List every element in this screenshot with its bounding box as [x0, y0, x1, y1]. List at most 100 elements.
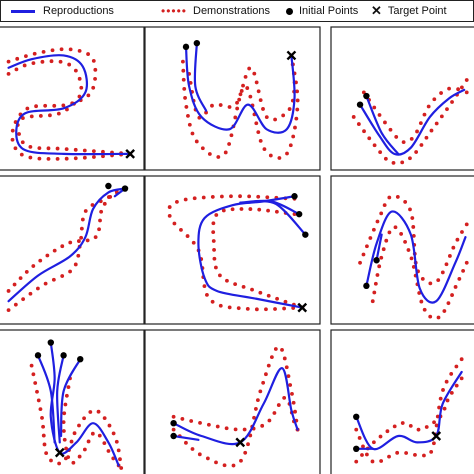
demonstration-dot [446, 301, 451, 306]
demonstration-dot [235, 100, 239, 105]
demonstration-dot [282, 306, 287, 311]
demonstration-dot [201, 195, 206, 200]
demonstration-dot [218, 273, 222, 278]
demonstration-dot [408, 156, 412, 161]
demonstration-dot [444, 379, 449, 384]
demonstration-dot [40, 416, 44, 420]
demonstration-dot [28, 145, 33, 149]
demonstration-dot [285, 151, 289, 156]
demonstration-dot [28, 155, 33, 160]
reproduction-line [36, 354, 56, 444]
demonstration-dot [351, 115, 356, 119]
demonstration-dot [71, 460, 76, 465]
demonstration-dot [6, 308, 11, 313]
demonstration-dot [247, 66, 252, 71]
demonstration-dot [424, 425, 429, 429]
demonstration-dot [239, 89, 244, 93]
demonstration-dot [273, 347, 278, 351]
demonstration-dot [212, 247, 216, 252]
demonstration-dot [367, 136, 372, 141]
demonstration-dot [455, 237, 460, 242]
initial-point [77, 356, 84, 363]
demonstration-dot [358, 260, 362, 265]
demonstration-dot [362, 129, 366, 134]
initial-point [60, 352, 67, 359]
demonstration-dot [275, 296, 279, 301]
demonstration-dot [91, 149, 96, 154]
demonstration-dot [202, 284, 207, 289]
demonstration-dot [394, 135, 399, 139]
demonstration-dot [73, 147, 78, 152]
demonstration-dot [225, 278, 229, 283]
demonstration-dot [35, 286, 40, 291]
demonstration-dot [395, 195, 400, 199]
demonstration-dot [32, 51, 37, 56]
demonstration-dot [90, 203, 95, 207]
demonstration-dot [91, 58, 96, 63]
demonstration-dot [428, 281, 433, 286]
initial-point [170, 432, 177, 440]
demonstration-dot [426, 104, 431, 109]
reproduction-line [365, 94, 400, 155]
demonstration-dot [25, 106, 30, 111]
demonstration-dot [247, 194, 252, 199]
demonstration-dot [41, 424, 45, 429]
demonstration-dot [379, 255, 384, 260]
initial-point [363, 92, 370, 100]
demonstration-dot [33, 381, 38, 385]
demonstration-dot [257, 207, 262, 212]
reproduction-line [193, 42, 208, 112]
demonstration-dot [282, 396, 287, 400]
demonstration-dot [114, 439, 119, 444]
demonstration-dot [233, 427, 238, 432]
demonstration-dot [31, 264, 36, 268]
demonstration-dots-swatch: ••••• [161, 4, 188, 18]
demonstration-dot [377, 264, 382, 269]
demonstration-dot [361, 252, 366, 257]
demonstration-dot [227, 305, 232, 310]
demonstration-dot [211, 221, 216, 226]
demonstration-dot [377, 113, 382, 117]
demonstration-dot [6, 289, 11, 293]
demonstration-dot [256, 130, 261, 135]
demonstration-dot [266, 293, 271, 298]
demonstration-dot [101, 149, 105, 154]
initial-point [302, 231, 309, 238]
demonstration-dot [72, 431, 77, 436]
demonstration-dot [254, 80, 259, 85]
demonstration-dot [357, 436, 362, 440]
demonstration-dot [93, 77, 97, 81]
demonstration-dot [286, 374, 291, 379]
demonstration-dot [92, 155, 96, 159]
demonstration-dot [424, 135, 429, 140]
demonstration-dot [12, 282, 17, 287]
demonstration-dot [60, 274, 65, 278]
demonstration-dot [384, 238, 389, 243]
demonstration-dot [293, 409, 297, 414]
demonstration-dot [356, 122, 361, 126]
demonstration-dot [411, 225, 416, 229]
demonstration-dot [218, 103, 223, 107]
demonstration-dot [371, 227, 376, 232]
demonstration-dot [51, 277, 56, 282]
demonstration-dot [260, 423, 265, 428]
demonstration-dot [77, 48, 82, 53]
legend-item-reproductions: Reproductions [11, 3, 114, 19]
demonstration-dot [464, 90, 469, 95]
demonstration-dot [180, 417, 185, 421]
demonstration-dot [22, 63, 27, 68]
reproduction-line [172, 367, 299, 446]
demonstration-dot [429, 128, 434, 133]
demonstration-dot [447, 254, 452, 258]
demonstration-dot [282, 356, 287, 361]
panel-plot-area [351, 78, 469, 165]
demonstration-dot [215, 424, 220, 429]
demonstration-dot [37, 156, 42, 161]
demonstration-dot [385, 429, 390, 434]
demonstration-dot [46, 146, 51, 151]
demonstration-dot [416, 427, 421, 432]
target-point [297, 302, 308, 313]
demonstration-dot [97, 433, 102, 438]
demonstration-dot [43, 281, 48, 286]
demonstration-dot [450, 100, 454, 104]
